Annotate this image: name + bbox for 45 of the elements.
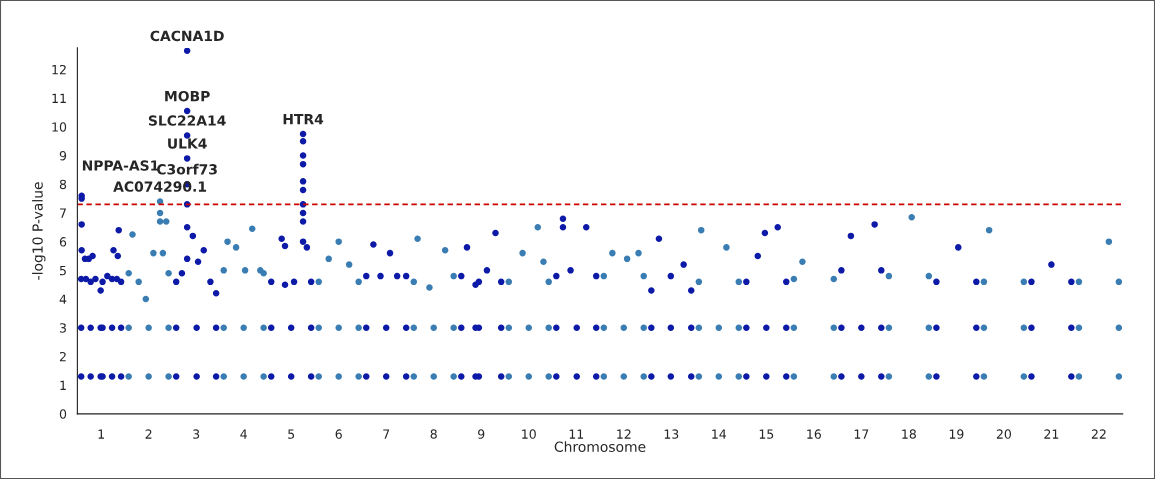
- x-tick-label: 15: [759, 429, 774, 439]
- annotation: ULK4: [168, 138, 207, 149]
- annotation: NPPA-AS1: [82, 160, 159, 171]
- annotation: C3orf73: [157, 163, 217, 175]
- x-tick-label: 17: [854, 429, 869, 439]
- x-tick-label: 10: [522, 429, 536, 439]
- x-tick-label: 9: [478, 429, 485, 439]
- x-tick-label: 4: [240, 429, 247, 439]
- annotation: SLC22A14: [148, 115, 226, 126]
- y-tick-label: 3: [59, 323, 66, 333]
- x-tick-label: 12: [617, 429, 631, 439]
- x-tick-label: 1: [98, 429, 104, 439]
- y-tick-label: 11: [52, 93, 66, 103]
- y-tick-label: 0: [59, 409, 67, 419]
- y-tick-label: 8: [59, 179, 67, 190]
- x-tick-label: 11: [569, 429, 584, 439]
- x-axis-title: Chromosome: [554, 441, 646, 452]
- x-tick-label: 2: [145, 429, 152, 439]
- y-tick-label: 1: [60, 380, 66, 390]
- x-tick-label: 21: [1044, 429, 1059, 439]
- x-tick-label: 16: [807, 429, 821, 439]
- x-tick-label: 5: [288, 429, 295, 439]
- x-tick-label: 20: [996, 429, 1011, 439]
- y-tick-label: 2: [59, 351, 66, 362]
- x-tick-label: 22: [1091, 429, 1106, 439]
- annotation: HTR4: [283, 114, 324, 125]
- x-tick-label: 8: [430, 429, 437, 439]
- y-tick-label: 4: [59, 294, 67, 304]
- y-tick-label: 10: [52, 122, 67, 132]
- annotation: AC074290.1: [113, 181, 207, 192]
- x-tick-label: 14: [712, 429, 727, 439]
- annotation: CACNA1D: [150, 30, 224, 42]
- x-tick-label: 19: [949, 429, 964, 439]
- y-tick-label: 5: [59, 265, 66, 276]
- y-tick-label: 9: [59, 151, 67, 161]
- x-tick-label: 6: [335, 429, 342, 439]
- annotation: MOBP: [165, 90, 210, 102]
- x-tick-label: 7: [383, 429, 390, 439]
- y-tick-label: 12: [52, 64, 66, 75]
- y-tick-label: 7: [60, 208, 66, 218]
- x-tick-label: 18: [902, 429, 916, 439]
- x-tick-label: 3: [193, 429, 200, 439]
- y-tick-label: 6: [59, 237, 67, 247]
- y-axis-title: -log10 P-value: [32, 182, 46, 280]
- x-tick-label: 13: [664, 429, 679, 439]
